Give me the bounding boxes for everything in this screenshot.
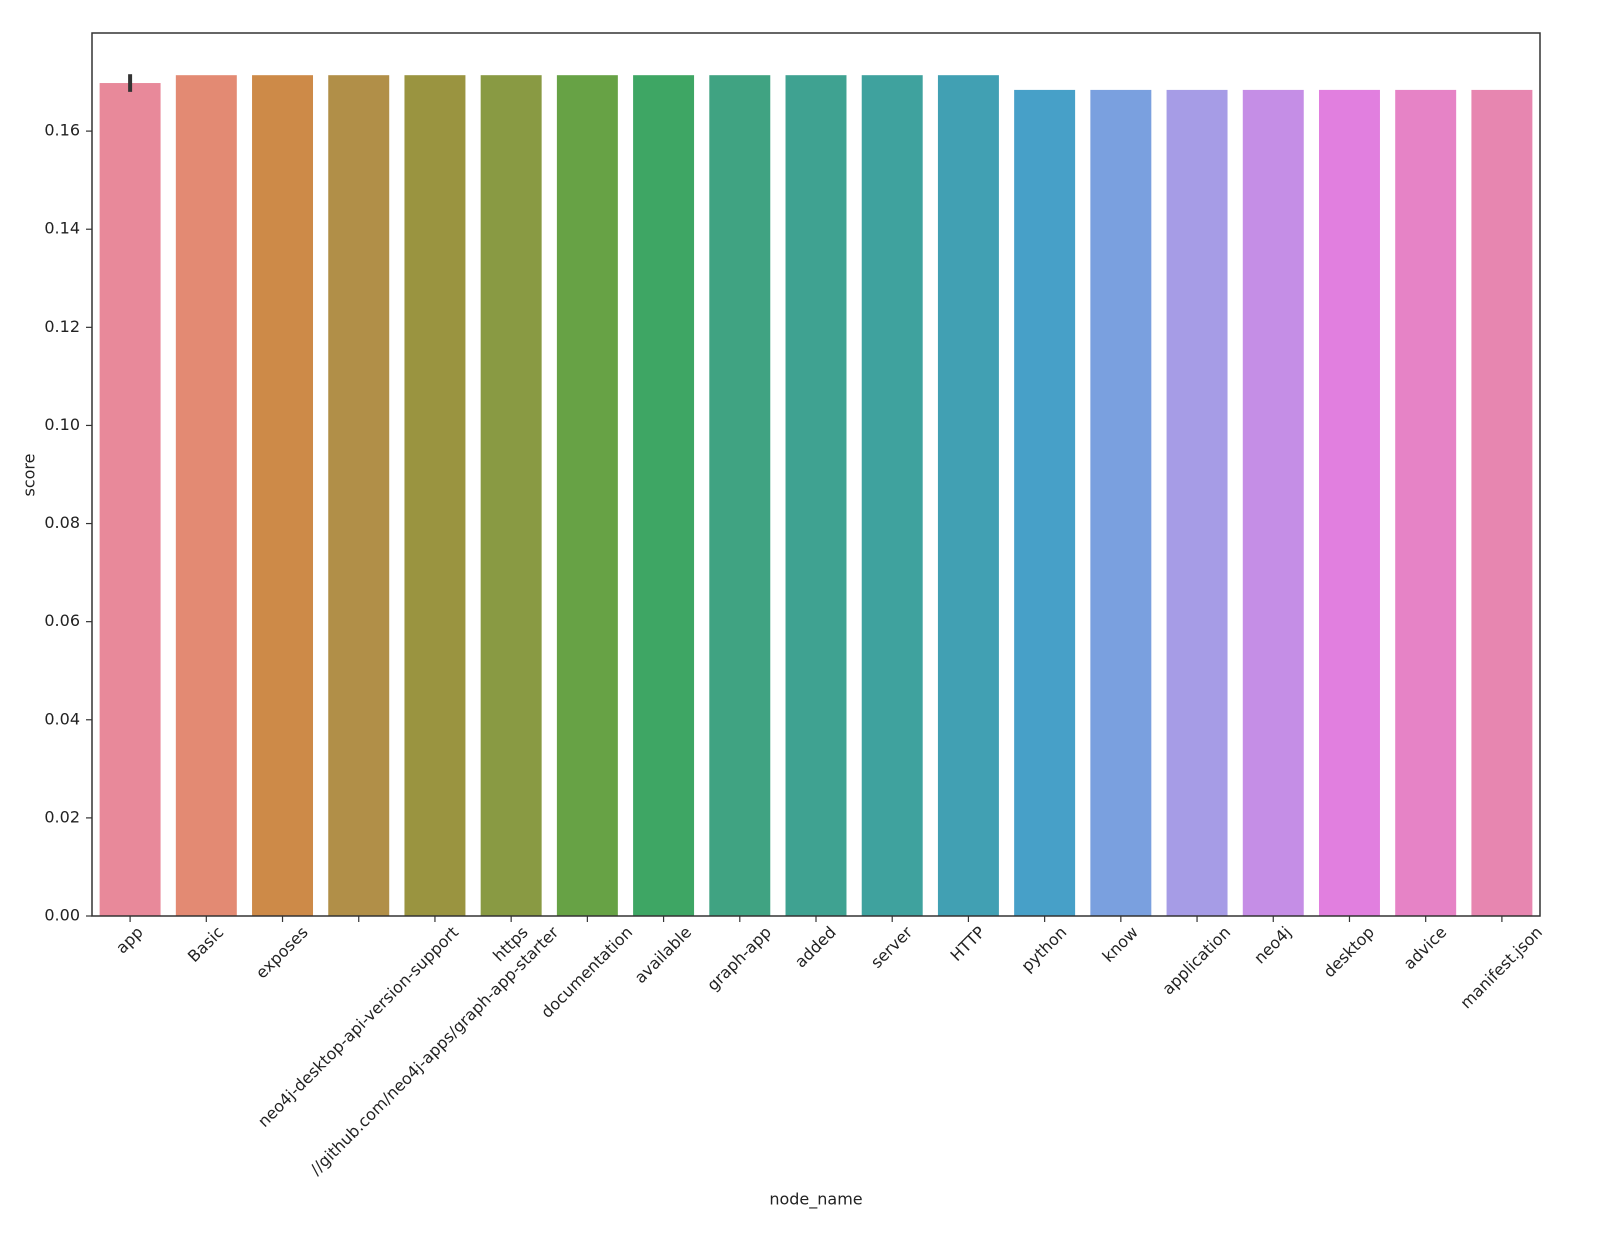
x-tick-label: neo4j — [1250, 923, 1295, 968]
x-tick-label: advice — [1400, 923, 1451, 974]
plot-frame — [91, 32, 1541, 917]
x-tick-label: app — [112, 923, 147, 958]
bar — [1471, 89, 1533, 917]
x-tick-label: know — [1098, 923, 1141, 966]
bar — [99, 83, 161, 916]
x-tick-label: python — [1017, 923, 1070, 976]
x-tick-label: HTTP — [947, 922, 990, 965]
y-tick-label: 0.06 — [44, 611, 80, 630]
x-tick-label: manifest.json — [1456, 923, 1546, 1013]
x-tick-label: available — [631, 923, 696, 988]
bar — [861, 75, 923, 917]
bar — [328, 75, 390, 917]
bar — [1242, 89, 1304, 917]
x-tick-label: Basic — [184, 923, 227, 966]
bar — [785, 75, 847, 917]
bar — [1014, 89, 1076, 917]
y-tick-label: 0.12 — [44, 317, 80, 336]
y-tick-label: 0.16 — [44, 121, 80, 140]
x-tick-label: desktop — [1319, 923, 1378, 982]
y-axis-label: score — [20, 454, 39, 497]
x-tick-label: exposes — [252, 923, 312, 983]
y-tick-label: 0.08 — [44, 513, 80, 532]
bar — [1318, 89, 1380, 917]
x-tick-label: added — [791, 923, 840, 972]
bar — [480, 75, 542, 917]
bar — [937, 75, 999, 917]
bar — [1090, 89, 1152, 917]
bar — [252, 75, 314, 917]
y-tick-label: 0.04 — [44, 709, 80, 728]
bar — [1395, 89, 1457, 917]
x-tick-label: server — [867, 922, 917, 972]
bar — [1166, 89, 1228, 917]
bar — [404, 75, 466, 917]
bar — [709, 75, 771, 917]
bar — [633, 75, 695, 917]
y-tick-label: 0.14 — [44, 219, 80, 238]
x-axis-label: node_name — [769, 1190, 862, 1210]
bar — [175, 75, 237, 917]
y-tick-label: 0.00 — [44, 906, 80, 925]
x-tick-label: graph-app — [703, 923, 775, 995]
y-tick-label: 0.10 — [44, 415, 80, 434]
bar — [556, 75, 618, 917]
x-tick-label: application — [1158, 923, 1234, 999]
y-tick-label: 0.02 — [44, 807, 80, 826]
